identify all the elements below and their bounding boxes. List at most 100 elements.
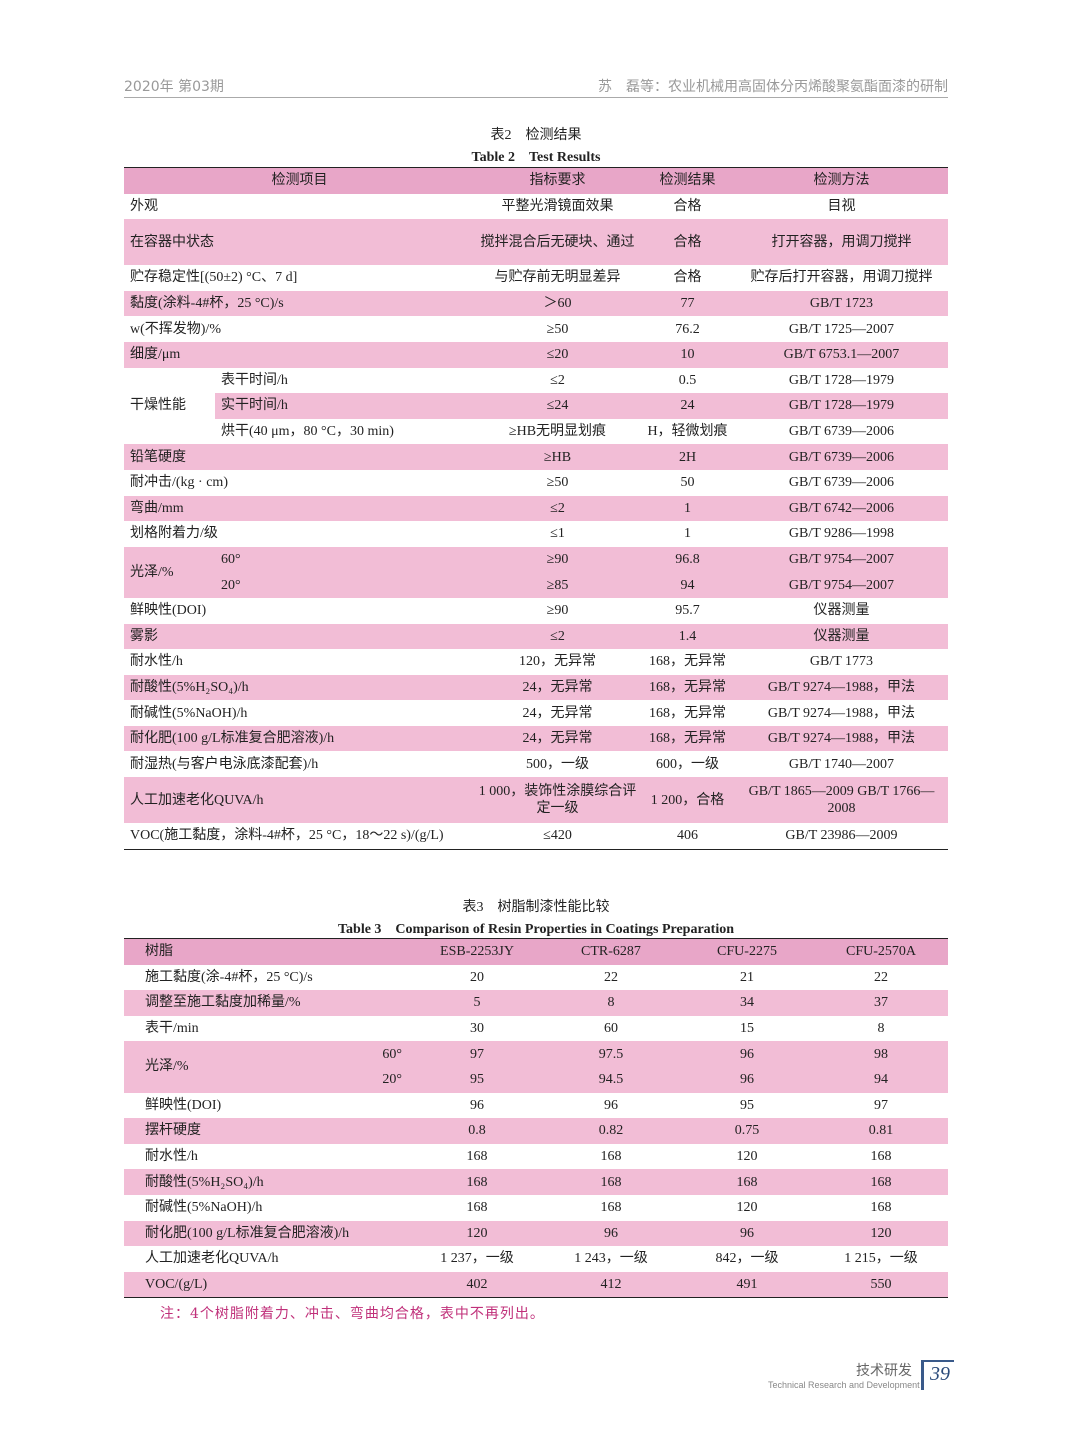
- table-row: 外观 平整光滑镜面效果 合格 目视: [124, 194, 948, 220]
- method-cell: GB/T 9274—1988，甲法: [767, 705, 916, 721]
- row-label: 鲜映性(DOI): [145, 1097, 222, 1113]
- column-header: CFU-2570A: [814, 937, 948, 965]
- requirement-cell: ≤24: [475, 393, 640, 419]
- value-cell: 5: [412, 990, 542, 1016]
- value-cell: 1 237，一级: [440, 1251, 514, 1267]
- value-cell: 96: [680, 1041, 814, 1067]
- requirement-cell: ≥90: [546, 603, 569, 619]
- table-row: 划格附着力/级 ≤1 1 GB/T 9286—1998: [124, 521, 948, 547]
- table-row: 弯曲/mm ≤2 1 GB/T 6742—2006: [124, 495, 948, 522]
- method-cell: GB/T 1773: [809, 654, 874, 670]
- footer-bar: [921, 1360, 924, 1390]
- requirement-cell: ＞60: [475, 290, 640, 317]
- table-row: 20° ≥85 94 GB/T 9754—2007: [124, 572, 948, 598]
- value-cell: 21: [740, 969, 754, 985]
- requirement-cell: ≥HB无明显划痕: [508, 424, 607, 440]
- row-label: 施工黏度(涂-4#杯，25 °C)/s: [145, 969, 313, 985]
- method-cell: 打开容器，用调刀搅拌: [735, 219, 948, 266]
- table-row: 在容器中状态 搅拌混合后无硬块、通过 合格 打开容器，用调刀搅拌: [124, 219, 948, 266]
- requirement-cell: 平整光滑镜面效果: [501, 198, 614, 214]
- value-cell: 8: [542, 990, 680, 1016]
- value-cell: 168: [600, 1200, 622, 1216]
- result-cell: 94: [640, 572, 735, 598]
- row-group-label: 干燥性能: [124, 367, 215, 445]
- value-cell: 1 243，一级: [574, 1251, 648, 1267]
- result-cell: 合格: [673, 198, 702, 214]
- value-cell: 95: [412, 1066, 542, 1093]
- method-cell: GB/T 6742—2006: [735, 495, 948, 522]
- requirement-cell: ≥HB: [475, 444, 640, 470]
- value-cell: 94.5: [542, 1066, 680, 1093]
- table3-note: 注：4个树脂附着力、冲击、弯曲均合格，表中不再列出。: [160, 1306, 545, 1322]
- value-cell: 0.82: [542, 1118, 680, 1144]
- value-cell: 168: [814, 1169, 948, 1195]
- requirement-cell: ≥90: [475, 546, 640, 573]
- table-row: w(不挥发物)/% ≥50 76.2 GB/T 1725—2007: [124, 316, 948, 342]
- method-cell: GB/T 9754—2007: [735, 546, 948, 573]
- row-label: w(不挥发物)/%: [130, 321, 221, 337]
- value-cell: 1 215，一级: [844, 1251, 918, 1267]
- row-label: 贮存稳定性[(50±2) °C、7 d]: [130, 270, 298, 286]
- result-cell: 10: [640, 341, 735, 368]
- table-row: 细度/μm ≤20 10 GB/T 6753.1—2007: [124, 341, 948, 368]
- value-cell: 96: [470, 1097, 484, 1113]
- value-cell: 97: [874, 1097, 888, 1113]
- table-row: 贮存稳定性[(50±2) °C、7 d] 与贮存前无明显差异 合格 贮存后打开容器，用…: [124, 265, 948, 291]
- row-label: 耐水性/h: [130, 654, 183, 670]
- method-cell: 仪器测量: [735, 623, 948, 650]
- result-cell: 168，无异常: [649, 705, 726, 721]
- requirement-cell: 1 000，装饰性涂膜综合评定一级: [475, 777, 640, 824]
- table-row: 耐酸性(5%H₂SO₄)/h 24，无异常 168，无异常 GB/T 9274—198…: [124, 674, 948, 701]
- row-label: 耐化肥(100 g/L标准复合肥溶液)/h: [124, 1220, 412, 1247]
- method-cell: GB/T 9286—1998: [788, 526, 895, 542]
- value-cell: 96: [604, 1097, 618, 1113]
- result-cell: 1: [684, 526, 691, 542]
- page-number: 39: [930, 1363, 950, 1385]
- value-cell: 168: [680, 1169, 814, 1195]
- result-cell: 合格: [673, 270, 702, 286]
- value-cell: 20: [470, 969, 484, 985]
- table-row: 烘干(40 μm，80 °C，30 min) ≥HB无明显划痕 H，轻微划痕 GB/T…: [124, 419, 948, 445]
- value-cell: 96: [542, 1220, 680, 1247]
- requirement-cell: ≤420: [475, 823, 640, 850]
- row-label: 烘干(40 μm，80 °C，30 min): [221, 424, 394, 440]
- value-cell: 120: [736, 1200, 758, 1216]
- table-row: 人工加速老化QUVA/h 1 237，一级 1 243，一级 842，一级 1 215，…: [124, 1246, 948, 1272]
- row-group-label: 光泽/%: [124, 1041, 274, 1093]
- value-cell: 550: [814, 1271, 948, 1299]
- result-cell: 76.2: [675, 321, 700, 337]
- value-cell: 95: [740, 1097, 754, 1113]
- requirement-cell: ≥85: [475, 572, 640, 598]
- value-cell: 0.81: [814, 1118, 948, 1144]
- table-row: 耐水性/h 120，无异常 168，无异常 GB/T 1773: [124, 649, 948, 675]
- table-row: 耐碱性(5%NaOH)/h 168 168 120 168: [124, 1195, 948, 1221]
- value-cell: 120: [412, 1220, 542, 1247]
- value-cell: 97: [412, 1041, 542, 1067]
- row-label: 耐冲击/(kg · cm): [130, 475, 228, 491]
- table2-caption-en: Table 2 Test Results: [471, 150, 601, 165]
- value-cell: 22: [874, 969, 888, 985]
- table-row: 施工黏度(涂-4#杯，25 °C)/s 20 22 21 22: [124, 965, 948, 991]
- value-cell: 402: [412, 1271, 542, 1299]
- column-header: CFU-2275: [680, 937, 814, 965]
- footer-section-cn: 技术研发: [856, 1363, 912, 1379]
- value-cell: 168: [412, 1169, 542, 1195]
- table-row: 摆杆硬度 0.8 0.82 0.75 0.81: [124, 1118, 948, 1144]
- row-group-label: 光泽/%: [124, 546, 215, 598]
- row-label: 铅笔硬度: [124, 444, 475, 470]
- row-label: 在容器中状态: [124, 219, 475, 266]
- row-label: 鲜映性(DOI): [130, 603, 207, 619]
- row-label: 细度/μm: [124, 341, 475, 368]
- footer-section-en: Technical Research and Development: [768, 1380, 920, 1390]
- row-label: 摆杆硬度: [124, 1118, 412, 1144]
- result-cell: 合格: [640, 219, 735, 266]
- result-cell: 168，无异常: [640, 674, 735, 701]
- table2-test-results: 检测项目 指标要求 检测结果 检测方法 外观 平整光滑镜面效果 合格 目视 在容器中状态 搅拌混合…: [124, 166, 948, 850]
- value-cell: 168: [600, 1149, 622, 1165]
- column-header: 检测项目: [124, 166, 475, 194]
- row-label: 调整至施工黏度加稀量/%: [124, 990, 412, 1016]
- result-cell: H，轻微划痕: [647, 424, 728, 440]
- requirement-cell: 24，无异常: [475, 725, 640, 752]
- row-label: 20°: [274, 1066, 412, 1093]
